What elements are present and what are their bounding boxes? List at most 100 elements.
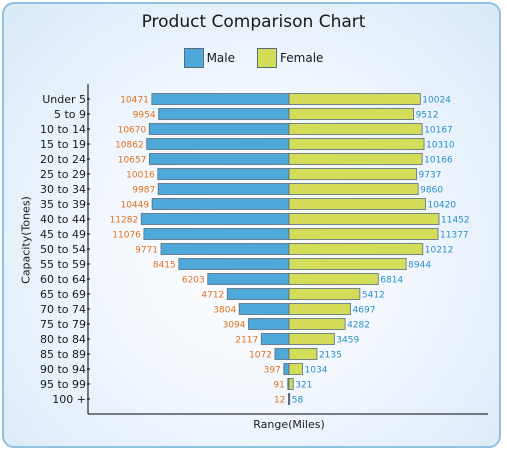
bar-female bbox=[288, 393, 291, 405]
legend-swatch-female bbox=[257, 48, 278, 68]
bar-female bbox=[288, 198, 426, 210]
category-label: 100 + bbox=[52, 393, 86, 406]
bar-female bbox=[288, 243, 424, 255]
category-label: 75 to 79 bbox=[40, 318, 86, 331]
data-label-male: 6203 bbox=[182, 276, 205, 286]
bar-female bbox=[288, 108, 414, 120]
bar-male bbox=[238, 303, 290, 315]
bar-female bbox=[288, 288, 361, 300]
data-label-female: 9860 bbox=[420, 186, 443, 196]
chart-frame bbox=[2, 2, 501, 448]
category-label: 90 to 94 bbox=[40, 363, 86, 376]
chart-title: Product Comparison Chart bbox=[141, 12, 366, 32]
data-label-female: 11452 bbox=[441, 216, 470, 226]
data-label-female: 9737 bbox=[419, 171, 442, 181]
category-label: 55 to 59 bbox=[40, 258, 86, 271]
data-label-female: 3459 bbox=[336, 336, 359, 346]
data-label-male: 91 bbox=[273, 381, 284, 391]
data-label-female: 8944 bbox=[408, 261, 431, 271]
data-label-female: 6814 bbox=[380, 276, 403, 286]
bar-female bbox=[288, 153, 423, 165]
bar-male bbox=[146, 138, 290, 150]
data-label-male: 12 bbox=[274, 396, 285, 406]
category-label: 65 to 69 bbox=[40, 288, 86, 301]
data-label-female: 10167 bbox=[424, 126, 453, 136]
data-label-male: 10016 bbox=[126, 171, 155, 181]
bar-female bbox=[288, 318, 346, 330]
category-label: 60 to 64 bbox=[40, 273, 86, 286]
bar-female bbox=[288, 123, 423, 135]
data-label-male: 9771 bbox=[135, 246, 158, 256]
bar-male bbox=[226, 288, 290, 300]
bar-male bbox=[274, 348, 290, 360]
category-label: 30 to 34 bbox=[40, 183, 86, 196]
category-label: 50 to 54 bbox=[40, 243, 86, 256]
data-label-male: 10471 bbox=[120, 96, 149, 106]
category-label: 5 to 9 bbox=[54, 108, 86, 121]
category-label: 80 to 84 bbox=[40, 333, 86, 346]
category-label: 10 to 14 bbox=[40, 123, 86, 136]
legend-label-female: Female bbox=[280, 51, 324, 65]
bar-female bbox=[288, 363, 303, 375]
data-label-female: 5412 bbox=[362, 291, 385, 301]
legend-swatch-male bbox=[183, 48, 204, 68]
bar-male bbox=[151, 198, 290, 210]
data-label-female: 10310 bbox=[426, 141, 455, 151]
bar-male bbox=[148, 123, 290, 135]
category-label: Under 5 bbox=[42, 93, 86, 106]
bar-female bbox=[288, 93, 421, 105]
category-label: 25 to 29 bbox=[40, 168, 86, 181]
data-label-male: 3804 bbox=[213, 306, 236, 316]
data-label-male: 11282 bbox=[110, 216, 139, 226]
data-label-male: 3094 bbox=[223, 321, 246, 331]
bar-female bbox=[288, 333, 335, 345]
bar-female bbox=[288, 183, 419, 195]
category-label: 70 to 74 bbox=[40, 303, 86, 316]
data-label-male: 397 bbox=[264, 366, 281, 376]
data-label-male: 4712 bbox=[201, 291, 224, 301]
bar-male bbox=[151, 93, 290, 105]
legend-item-male: Male bbox=[183, 48, 236, 68]
data-label-female: 2135 bbox=[319, 351, 342, 361]
x-axis-title: Range(Miles) bbox=[253, 418, 325, 431]
legend-label-male: Male bbox=[206, 51, 236, 65]
data-label-male: 11076 bbox=[112, 231, 141, 241]
data-label-male: 10449 bbox=[120, 201, 149, 211]
bar-male bbox=[160, 243, 290, 255]
bar-male bbox=[207, 273, 290, 285]
bar-male bbox=[140, 213, 290, 225]
data-label-male: 10862 bbox=[115, 141, 144, 151]
data-label-female: 10024 bbox=[422, 96, 451, 106]
data-label-female: 11377 bbox=[440, 231, 469, 241]
bar-male bbox=[248, 318, 290, 330]
data-label-female: 1034 bbox=[305, 366, 328, 376]
bar-male bbox=[283, 363, 290, 375]
data-label-male: 1072 bbox=[249, 351, 272, 361]
data-label-female: 10212 bbox=[425, 246, 454, 256]
data-label-female: 10166 bbox=[424, 156, 453, 166]
bar-female bbox=[288, 138, 425, 150]
y-axis-title: Capacity(Tones) bbox=[19, 196, 33, 284]
data-label-male: 10670 bbox=[118, 126, 147, 136]
data-label-male: 8415 bbox=[153, 261, 176, 271]
bar-female bbox=[288, 258, 407, 270]
data-label-female: 10420 bbox=[427, 201, 456, 211]
category-label: 40 to 44 bbox=[40, 213, 86, 226]
bar-female bbox=[288, 168, 417, 180]
bar-female bbox=[288, 273, 379, 285]
category-label: 95 to 99 bbox=[40, 378, 86, 391]
bar-male bbox=[178, 258, 290, 270]
bar-male bbox=[158, 108, 290, 120]
bar-female bbox=[288, 348, 318, 360]
legend-item-female: Female bbox=[257, 48, 323, 68]
bar-male bbox=[143, 228, 290, 240]
category-label: 85 to 89 bbox=[40, 348, 86, 361]
bar-female bbox=[288, 228, 439, 240]
data-label-male: 9987 bbox=[132, 186, 155, 196]
legend: Male Female bbox=[0, 48, 507, 68]
data-label-female: 321 bbox=[295, 381, 312, 391]
bar-female bbox=[288, 213, 440, 225]
bar-female bbox=[288, 378, 294, 390]
data-label-female: 4697 bbox=[353, 306, 376, 316]
